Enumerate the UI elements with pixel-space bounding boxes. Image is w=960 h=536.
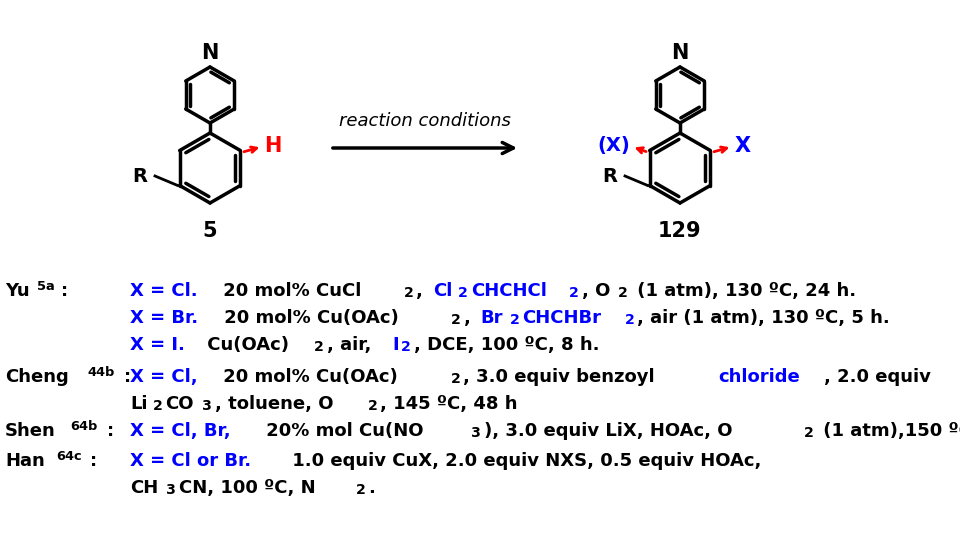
Text: 2: 2 [355, 483, 366, 497]
Text: 3: 3 [470, 426, 481, 440]
Text: Li: Li [130, 395, 148, 413]
Text: 20 mol% CuCl: 20 mol% CuCl [217, 282, 362, 300]
Text: 64c: 64c [57, 450, 82, 463]
Text: ), 3.0 equiv LiX, HOAc, O: ), 3.0 equiv LiX, HOAc, O [484, 422, 732, 440]
Text: 2: 2 [804, 426, 814, 440]
Text: Cu(OAc): Cu(OAc) [201, 336, 289, 354]
Text: , 3.0 equiv benzoyl: , 3.0 equiv benzoyl [464, 368, 661, 386]
Text: .: . [369, 479, 375, 497]
Text: 20% mol Cu(NO: 20% mol Cu(NO [260, 422, 423, 440]
Text: Cl: Cl [433, 282, 452, 300]
Text: CO: CO [165, 395, 194, 413]
Text: (1 atm), 130 ºC, 24 h.: (1 atm), 130 ºC, 24 h. [631, 282, 856, 300]
Text: Shen: Shen [5, 422, 56, 440]
Text: 3: 3 [203, 399, 212, 413]
Text: ,: , [464, 309, 477, 327]
Text: Han: Han [5, 452, 45, 470]
Text: H: H [264, 136, 281, 155]
Text: 2: 2 [451, 313, 461, 327]
Text: CN, 100 ºC, N: CN, 100 ºC, N [180, 479, 316, 497]
Text: R: R [132, 167, 147, 185]
Text: reaction conditions: reaction conditions [339, 112, 511, 130]
Text: Cheng: Cheng [5, 368, 69, 386]
Text: , DCE, 100 ºC, 8 h.: , DCE, 100 ºC, 8 h. [414, 336, 599, 354]
Text: 2: 2 [510, 313, 519, 327]
Text: , air (1 atm), 130 ºC, 5 h.: , air (1 atm), 130 ºC, 5 h. [637, 309, 890, 327]
Text: X = Cl.: X = Cl. [130, 282, 198, 300]
Text: 2: 2 [401, 340, 411, 354]
Text: 5a: 5a [36, 280, 55, 293]
Text: 2: 2 [368, 399, 377, 413]
Text: (1 atm),150 ºC.: (1 atm),150 ºC. [817, 422, 960, 440]
Text: 129: 129 [659, 221, 702, 241]
Text: X: X [734, 136, 751, 155]
Text: X = Br.: X = Br. [130, 309, 198, 327]
Text: 5: 5 [203, 221, 217, 241]
Text: Br: Br [481, 309, 503, 327]
Text: Yu: Yu [5, 282, 30, 300]
Text: X = Cl,: X = Cl, [130, 368, 198, 386]
Text: 2: 2 [314, 340, 324, 354]
Text: X = I.: X = I. [130, 336, 185, 354]
Text: 64b: 64b [70, 420, 98, 433]
Text: , 145 ºC, 48 h: , 145 ºC, 48 h [380, 395, 518, 413]
Text: 2: 2 [153, 399, 162, 413]
Text: X = Cl or Br.: X = Cl or Br. [130, 452, 252, 470]
Text: ,: , [417, 282, 429, 300]
Text: :: : [60, 282, 68, 300]
Text: 44b: 44b [87, 366, 114, 379]
Text: X = Cl, Br,: X = Cl, Br, [130, 422, 230, 440]
Text: 20 mol% Cu(OAc): 20 mol% Cu(OAc) [217, 368, 398, 386]
Text: N: N [671, 43, 688, 63]
Text: , O: , O [582, 282, 610, 300]
Text: :: : [124, 368, 131, 386]
Text: 2: 2 [450, 372, 461, 386]
Text: 2: 2 [618, 286, 628, 300]
Text: 2: 2 [458, 286, 468, 300]
Text: 20 mol% Cu(OAc): 20 mol% Cu(OAc) [218, 309, 398, 327]
Text: CHCHCl: CHCHCl [471, 282, 547, 300]
Text: , 2.0 equiv: , 2.0 equiv [824, 368, 931, 386]
Text: CHCHBr: CHCHBr [522, 309, 602, 327]
Text: , toluene, O: , toluene, O [215, 395, 333, 413]
Text: CH: CH [130, 479, 158, 497]
Text: 3: 3 [166, 483, 177, 497]
Text: N: N [202, 43, 219, 63]
Text: 2: 2 [569, 286, 579, 300]
Text: 2: 2 [403, 286, 414, 300]
Text: :: : [90, 452, 98, 470]
Text: (X): (X) [597, 136, 630, 155]
Text: 2: 2 [625, 313, 635, 327]
Text: 1.0 equiv CuX, 2.0 equiv NXS, 0.5 equiv HOAc,: 1.0 equiv CuX, 2.0 equiv NXS, 0.5 equiv … [286, 452, 761, 470]
Text: I: I [393, 336, 399, 354]
Text: R: R [602, 167, 617, 185]
Text: chloride: chloride [718, 368, 801, 386]
Text: , air,: , air, [327, 336, 377, 354]
Text: :: : [107, 422, 114, 440]
